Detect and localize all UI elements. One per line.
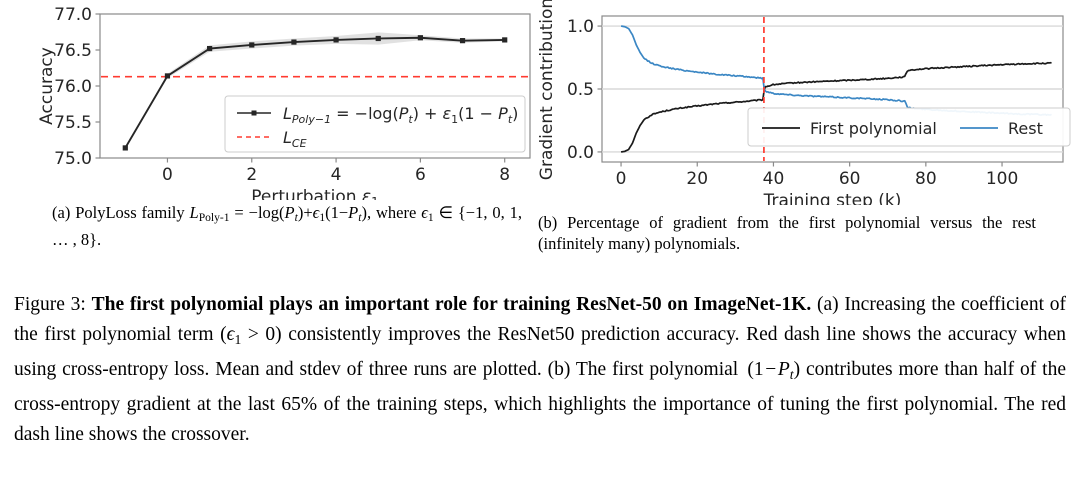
figure-caption-part2: > 0) consistently improves the ResNet50 … — [14, 324, 1066, 380]
data-point-marker — [417, 35, 423, 41]
legend-label-polyloss: LPoly−1 = −log(Pt) + ε1(1 − Pt) — [283, 104, 518, 126]
x-tick-label: 0 — [162, 165, 173, 185]
y-axis-label-b: Gradient contribution — [537, 0, 557, 180]
figure-label: Figure 3: — [14, 294, 86, 315]
data-point-marker — [459, 38, 466, 44]
x-tick-label: 2 — [246, 165, 257, 185]
data-point-marker — [122, 145, 128, 151]
legend-box-a — [224, 95, 526, 153]
x-tick-label: 60 — [839, 169, 861, 189]
x-axis-label-a: Perturbation ε1 — [251, 187, 379, 200]
figure-caption-part3: contributes more than half of the cross-… — [14, 358, 1066, 445]
polyloss-accuracy-line — [124, 36, 505, 149]
figure-panels: 0 2 4 6 8 75.0 75.5 76.0 76.5 77.0 Perturbation ε1… — [30, 0, 1075, 280]
legend-box-b — [747, 107, 1071, 147]
data-point-marker — [207, 45, 213, 52]
x-tick-label: 80 — [915, 169, 937, 189]
figure-caption: Figure 3: The first polynomial plays an … — [14, 290, 1066, 450]
y-axis-label-a: Accuracy — [37, 47, 57, 125]
x-tick-label: 40 — [763, 169, 785, 189]
legend-label-rest: Rest — [1008, 119, 1043, 138]
chart-panel-a: 0 2 4 6 8 75.0 75.5 76.0 76.5 77.0 Perturbation ε1… — [30, 0, 540, 280]
y-tick-label: 75.5 — [54, 113, 92, 133]
legend-marker-polyloss — [251, 110, 257, 116]
data-point-marker — [249, 42, 255, 48]
y-tick-label: 76.5 — [54, 41, 92, 61]
gradient-contribution-chart: 0 20 40 60 80 100 0.0 0.5 1.0 Training step (k) Gr… — [537, 0, 1071, 205]
y-tick-label: 0.0 — [567, 143, 594, 163]
chart-panel-b: 0 20 40 60 80 100 0.0 0.5 1.0 Training step (k) Gr… — [530, 0, 1075, 280]
x-tick-label: 6 — [415, 165, 426, 185]
series-line-first-polynomial — [620, 61, 1052, 153]
data-point-marker — [333, 37, 339, 43]
subcaption-a-L: L — [189, 203, 199, 222]
caption-math-one-minus-pt: (1 − Pt) — [747, 358, 801, 382]
data-point-marker — [375, 35, 381, 42]
x-tick-label: 20 — [686, 169, 708, 189]
subcaption-a-prefix: (a) PolyLoss family — [52, 203, 190, 222]
legend-label-ce: LCE — [283, 128, 307, 150]
x-tick-label: 100 — [986, 169, 1018, 189]
data-point-marker — [502, 37, 508, 43]
y-tick-label: 0.5 — [567, 80, 594, 100]
y-tick-label: 76.0 — [54, 77, 92, 97]
data-point-marker — [291, 39, 297, 45]
figure-caption-bold: The first polynomial plays an important … — [91, 294, 812, 315]
subcaption-a: (a) PolyLoss family LPoly-1 = −log(Pt)+ϵ… — [52, 203, 523, 250]
subcaption-b: (b) Percentage of gradient from the firs… — [538, 213, 1036, 253]
caption-math-epsilon: ϵ1 — [226, 324, 242, 347]
x-tick-label: 4 — [331, 165, 342, 185]
y-tick-label: 1.0 — [567, 17, 594, 37]
accuracy-vs-perturbation-chart: 0 2 4 6 8 75.0 75.5 76.0 76.5 77.0 Perturbation ε1… — [37, 5, 531, 200]
figure-caption-part1: (a) Increasing the coefficient of the fi… — [14, 294, 1066, 345]
x-axis-label-b: Training step (k) — [763, 191, 902, 205]
y-tick-label: 75.0 — [54, 149, 92, 169]
x-tick-label: 0 — [616, 169, 627, 189]
legend-label-first-polynomial: First polynomial — [810, 119, 937, 138]
y-tick-label: 77.0 — [54, 5, 92, 25]
data-point-marker — [164, 73, 171, 79]
x-tick-label: 8 — [499, 165, 510, 185]
